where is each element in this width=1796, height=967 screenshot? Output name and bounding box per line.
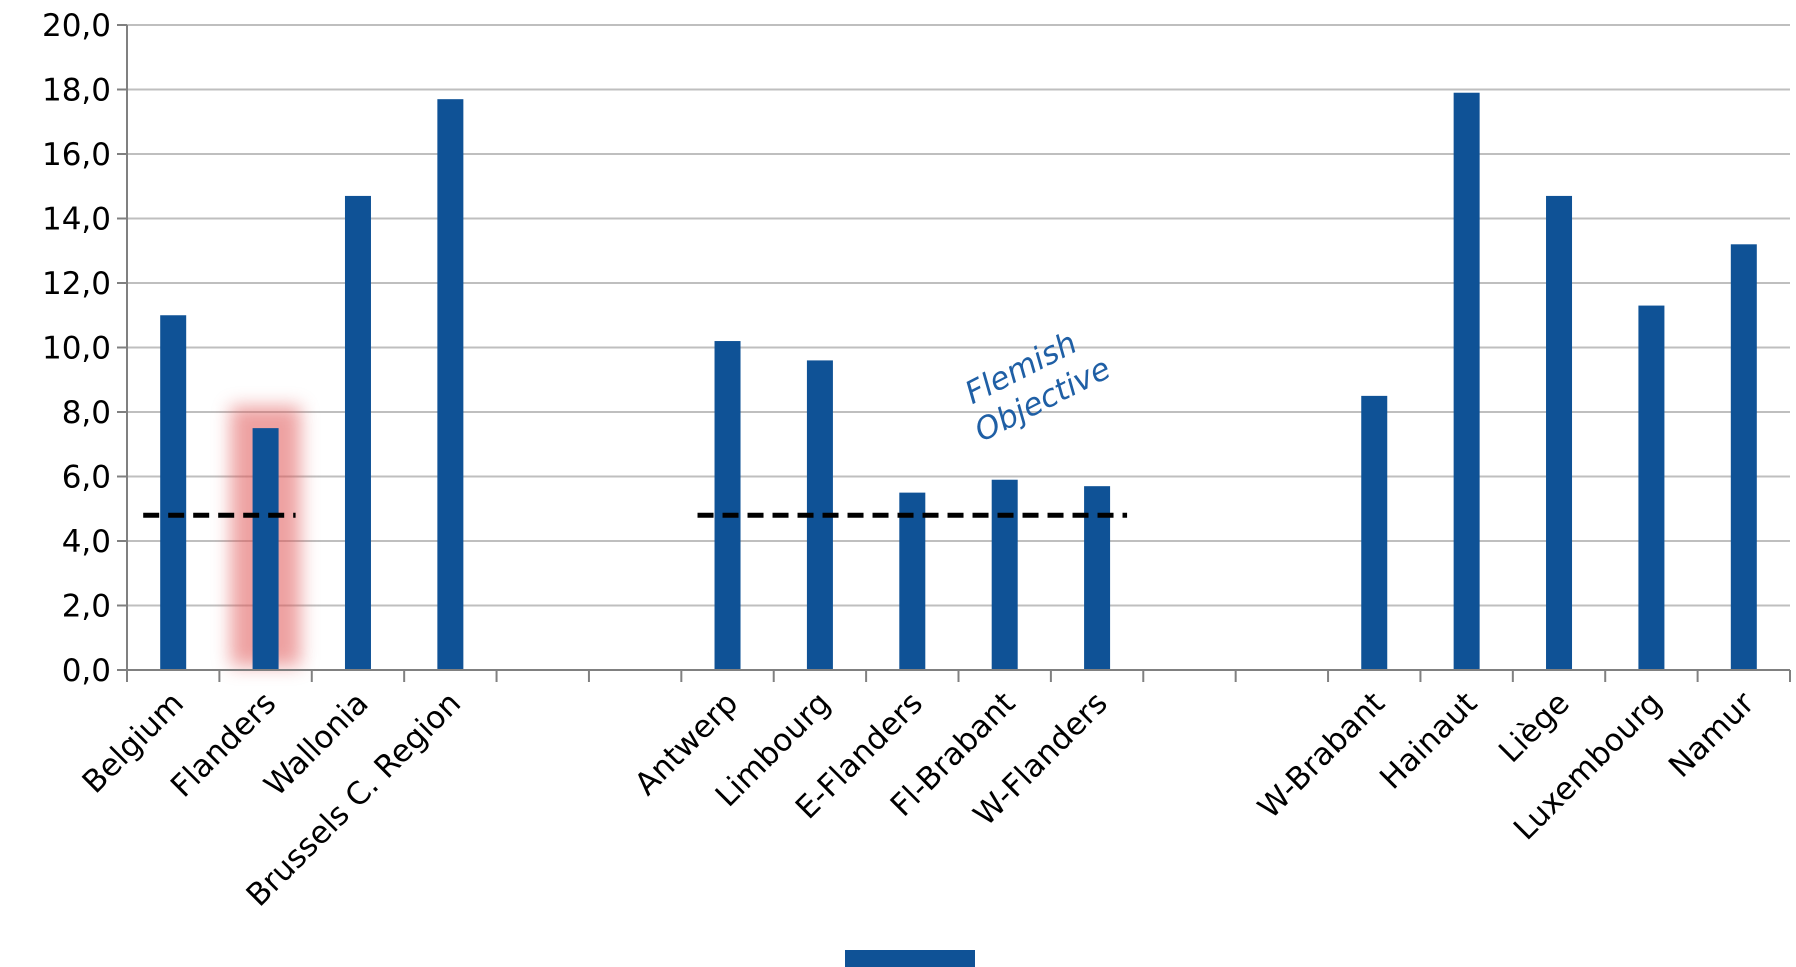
x-tick-label: Liège bbox=[1492, 685, 1577, 770]
x-tick-label: Hainaut bbox=[1373, 685, 1484, 796]
x-tick-label: W-Brabant bbox=[1251, 685, 1392, 826]
legend-swatch bbox=[845, 950, 975, 967]
y-tick-label: 0,0 bbox=[62, 653, 111, 689]
y-tick-label: 2,0 bbox=[62, 589, 111, 625]
bar-w-brabant bbox=[1361, 395, 1388, 670]
y-tick-label: 10,0 bbox=[42, 331, 111, 367]
bar-luxembourg bbox=[1638, 305, 1665, 670]
bar-belgium bbox=[160, 315, 187, 670]
x-tick-label: Namur bbox=[1662, 685, 1762, 785]
y-tick-label: 20,0 bbox=[42, 8, 111, 44]
bar-namur bbox=[1730, 244, 1757, 671]
gridlines bbox=[127, 24, 1790, 671]
bar-wallonia bbox=[344, 195, 371, 671]
y-tick-label: 4,0 bbox=[62, 524, 111, 560]
bars bbox=[160, 92, 1757, 671]
bar-brussels-c-region bbox=[437, 99, 464, 671]
bar-hainaut bbox=[1453, 92, 1480, 671]
y-tick-label: 8,0 bbox=[62, 395, 111, 431]
y-tick-label: 12,0 bbox=[42, 266, 111, 302]
flemish-objective-annotation: Flemish Objective bbox=[952, 317, 1117, 450]
bar-e-flanders bbox=[899, 492, 926, 670]
bar-fl-brabant bbox=[991, 479, 1018, 670]
y-tick-label: 6,0 bbox=[62, 460, 111, 496]
bar-li-ge bbox=[1546, 195, 1573, 671]
y-tick-label: 14,0 bbox=[42, 202, 111, 238]
bar-flanders bbox=[252, 428, 279, 670]
axes bbox=[117, 24, 1791, 682]
y-tick-label: 16,0 bbox=[42, 137, 111, 173]
bar-antwerp bbox=[714, 341, 741, 670]
y-tick-label: 18,0 bbox=[42, 73, 111, 109]
